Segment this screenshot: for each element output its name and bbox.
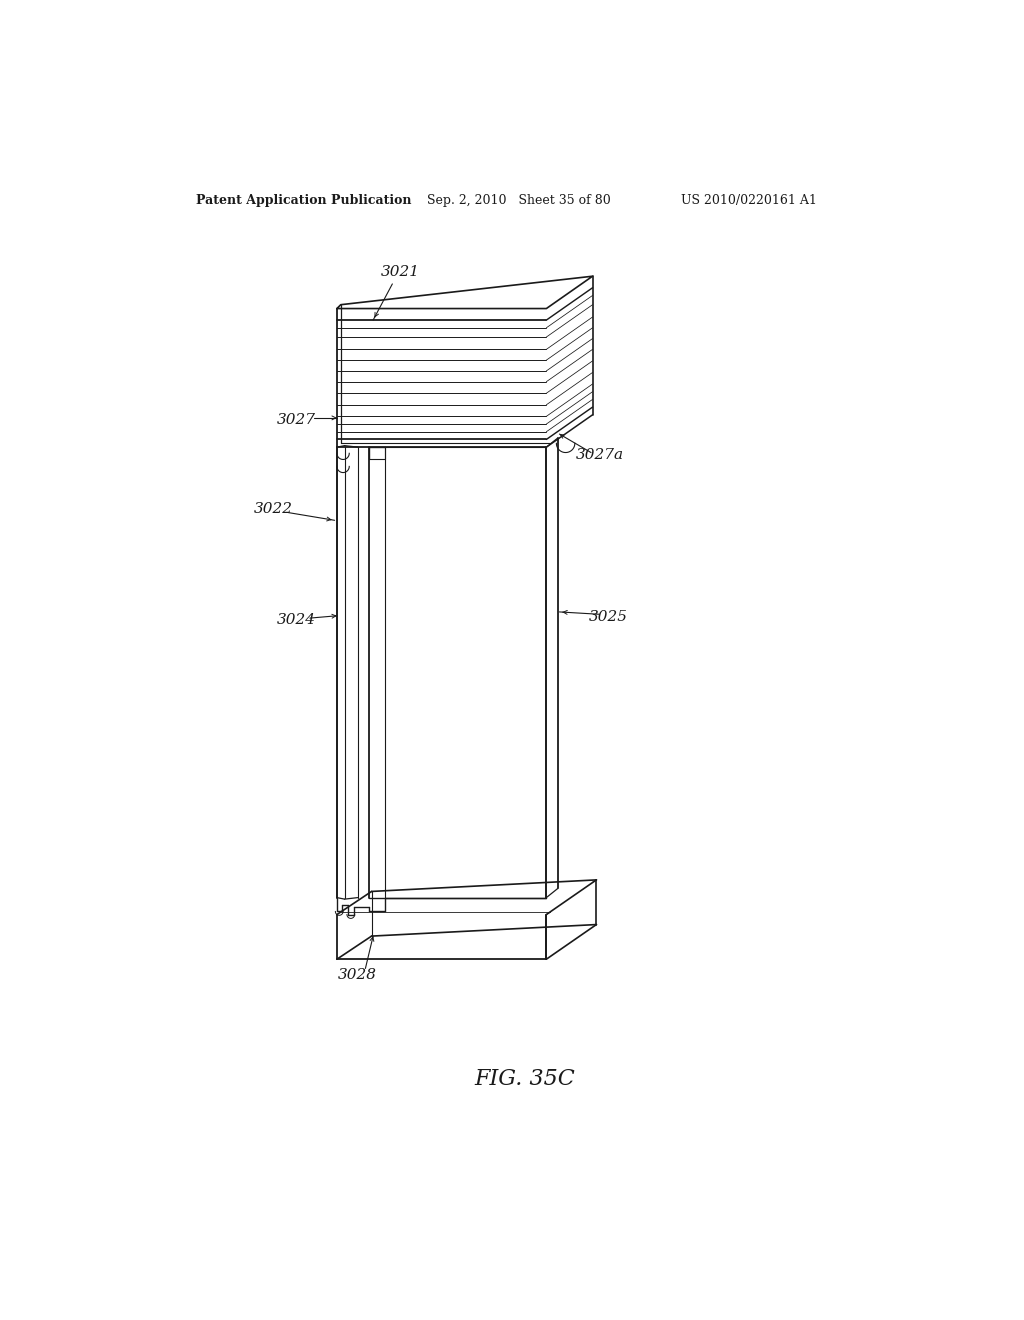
- Text: 3024: 3024: [276, 614, 315, 627]
- Text: 3025: 3025: [589, 610, 628, 623]
- Text: 3028: 3028: [338, 968, 377, 982]
- Text: US 2010/0220161 A1: US 2010/0220161 A1: [681, 194, 817, 207]
- Text: Sep. 2, 2010   Sheet 35 of 80: Sep. 2, 2010 Sheet 35 of 80: [427, 194, 610, 207]
- Text: 3022: 3022: [254, 502, 293, 516]
- Text: 3021: 3021: [381, 265, 420, 280]
- Text: FIG. 35C: FIG. 35C: [474, 1068, 575, 1089]
- Text: 3027: 3027: [276, 413, 315, 428]
- Text: Patent Application Publication: Patent Application Publication: [196, 194, 412, 207]
- Text: 3027a: 3027a: [577, 447, 625, 462]
